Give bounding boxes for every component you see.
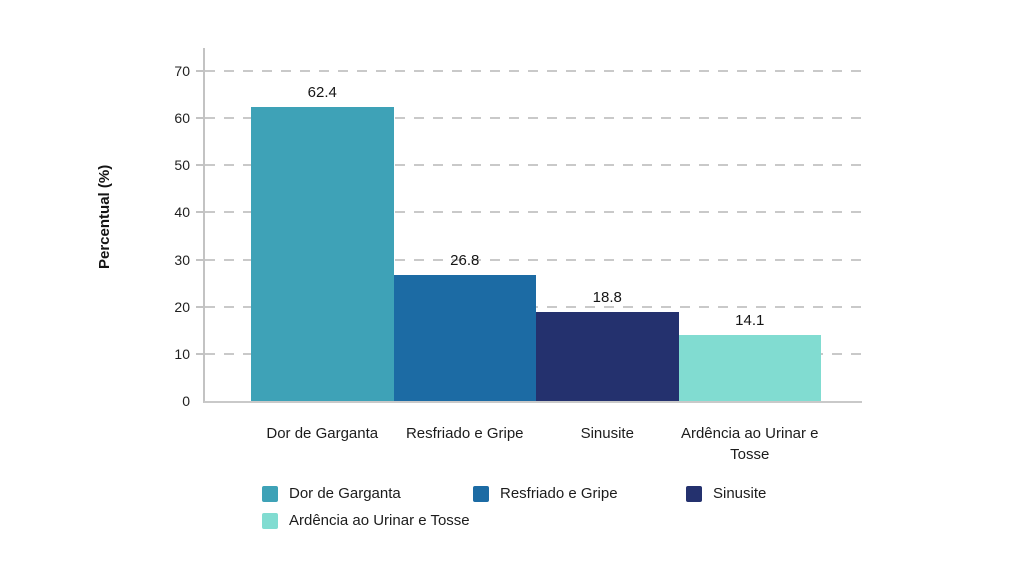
legend-item-0: Dor de Garganta [262, 485, 401, 502]
legend-swatch-3 [262, 512, 278, 529]
y-axis-title: Percentual (%) [96, 164, 113, 269]
y-tick-40 [196, 211, 204, 214]
legend-swatch-1 [473, 485, 489, 502]
y-tick-label-30: 30 [174, 251, 190, 268]
x-tick-label-3: Ardência ao Urinar e Tosse [680, 425, 819, 463]
legend-item-3: Ardência ao Urinar e Tosse [262, 512, 470, 529]
legend-item-2: Sinusite [686, 485, 766, 502]
bar-0 [251, 106, 394, 401]
legend-swatch-0 [262, 485, 278, 502]
y-tick-70 [196, 70, 204, 72]
y-tick-10 [196, 352, 204, 355]
bar-value-label-2: 18.8 [592, 289, 622, 307]
y-tick-label-20: 20 [174, 298, 190, 315]
y-tick-label-60: 60 [174, 110, 190, 127]
gridline-70 [205, 70, 862, 72]
legend-label-3: Ardência ao Urinar e Tosse [289, 512, 470, 529]
y-tick-50 [196, 164, 204, 167]
bar-value-label-3: 14.1 [735, 311, 765, 329]
y-tick-label-50: 50 [174, 157, 190, 174]
x-tick-label-1: Resfriado e Gripe [405, 425, 524, 442]
bar-1 [393, 274, 536, 401]
legend-label-1: Resfriado e Gripe [500, 485, 618, 502]
bar-value-label-0: 62.4 [307, 83, 337, 101]
legend-label-0: Dor de Garganta [289, 485, 401, 502]
y-tick-20 [196, 305, 204, 308]
bar-value-label-1: 26.8 [450, 251, 480, 269]
gridline-60 [205, 117, 862, 120]
y-tick-30 [196, 258, 204, 261]
gridline-30 [205, 258, 862, 261]
y-tick-label-10: 10 [174, 345, 190, 362]
plot-area: 0 10 20 30 40 50 60 70 62.4 Dor de Garganta 26.8 Re… [174, 48, 862, 463]
legend-label-2: Sinusite [713, 485, 767, 502]
bar-3 [678, 334, 821, 401]
legend-swatch-2 [686, 485, 702, 502]
y-tick-label-0: 0 [182, 393, 190, 409]
bar-2 [536, 312, 679, 401]
gridline-50 [205, 164, 862, 167]
y-tick-label-70: 70 [174, 63, 190, 79]
x-tick-label-0: Dor de Garganta [266, 425, 379, 442]
y-tick-label-40: 40 [174, 204, 190, 221]
y-tick-60 [196, 117, 204, 120]
legend-item-1: Resfriado e Gripe [473, 485, 618, 502]
gridline-40 [205, 211, 862, 214]
x-tick-label-2: Sinusite [580, 425, 634, 442]
